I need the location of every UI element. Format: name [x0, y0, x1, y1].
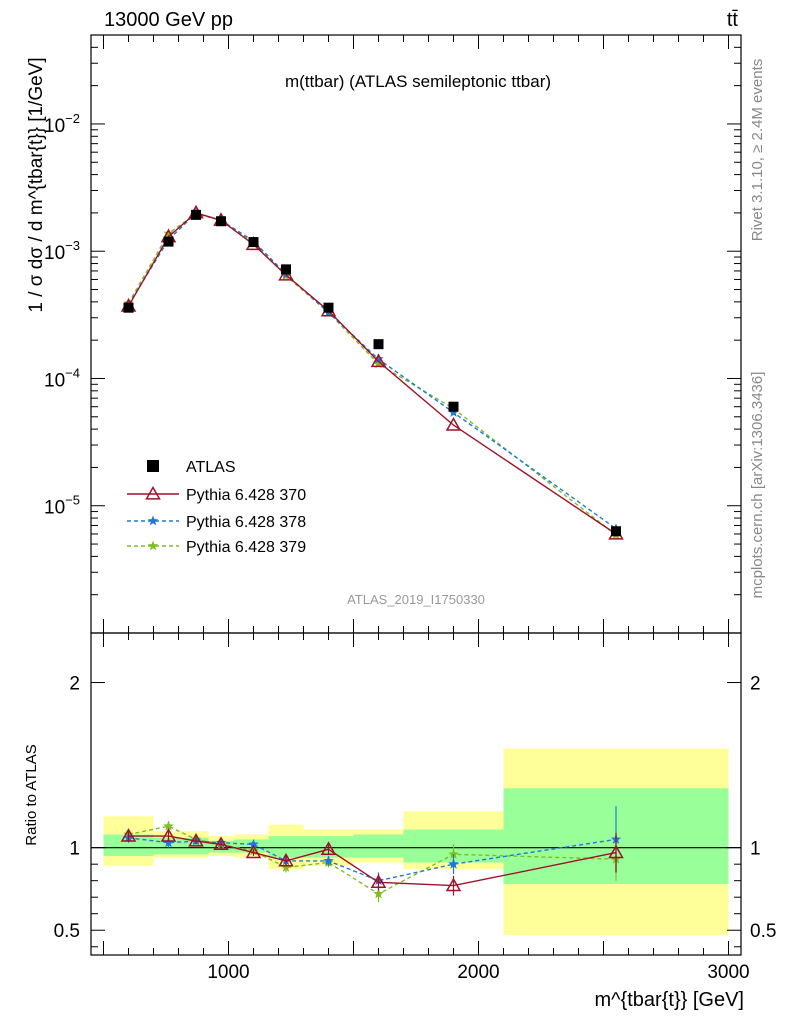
ratio-band-inner	[103, 834, 154, 856]
ratio-point-star	[163, 837, 174, 848]
header-process-label: tt̄	[727, 9, 739, 31]
ratio-point-370	[370, 874, 387, 888]
legend-marker-370	[145, 485, 161, 500]
chart-title: m(ttbar) (ATLAS semileptonic ttbar)	[285, 72, 551, 91]
ratio-point-star	[448, 858, 459, 869]
series-378-point	[373, 353, 384, 364]
y-tick-label: 10−2	[44, 111, 80, 137]
legend-label: ATLAS	[186, 459, 236, 476]
legend-label: Pythia 6.428 379	[186, 539, 306, 556]
series-line-2	[127, 212, 617, 530]
series-378-point	[448, 407, 459, 417]
ratio-y-tick-label-right: 1	[750, 839, 761, 860]
series-379-point	[373, 358, 384, 369]
series-370-point	[370, 353, 387, 368]
ratio-y-tick-label: 0.5	[54, 921, 80, 942]
ratio-line	[128, 837, 617, 882]
atlas-data-point	[123, 302, 134, 313]
x-tick-label: 3000	[707, 962, 749, 983]
mcplots-label: mcplots.cern.ch [arXiv:1306.3436]	[749, 372, 766, 599]
ratio-panel: Ratio to ATLAS m^{tbar{t}} [GeV] 0.5 0.5 1…	[23, 632, 776, 1011]
ratio-y-tick-label: 2	[69, 674, 80, 695]
analysis-id-label: ATLAS_2019_I1750330	[347, 592, 485, 607]
legend-label: Pythia 6.428 378	[186, 514, 306, 531]
ratio-line	[128, 825, 617, 895]
atlas-data-point	[611, 526, 621, 537]
ratio-point-star	[323, 855, 334, 866]
ratio-point-370	[245, 844, 262, 859]
atlas-data-point	[216, 216, 226, 227]
legend: ATLAS Pythia 6.428 370 Pythia 6.428 378 Pyt…	[127, 459, 306, 556]
series-370-point	[445, 417, 462, 431]
x-tick-label: 1000	[207, 962, 249, 983]
legend-label: Pythia 6.428 370	[186, 487, 306, 504]
ratio-point-370	[120, 828, 137, 842]
atlas-data-point	[191, 209, 201, 220]
ratio-band-inner	[268, 836, 304, 858]
ratio-point-370	[213, 836, 229, 850]
ratio-point-star	[373, 888, 384, 899]
atlas-data-point	[281, 264, 291, 275]
y-tick-label: 10−4	[44, 365, 80, 391]
ratio-y-tick-label-right: 0.5	[750, 921, 776, 942]
ratio-band-inner	[353, 834, 404, 858]
ratio-point-370	[160, 828, 177, 842]
header-energy-label: 13000 GeV pp	[104, 9, 233, 31]
ratio-point-370	[278, 852, 294, 867]
x-axis-label: m^{tbar{t}} [GeV]	[595, 989, 744, 1011]
legend-marker-atlas	[147, 460, 159, 472]
ratio-y-tick-label-right: 2	[750, 674, 761, 695]
rivet-label: Rivet 3.1.10, ≥ 2.4M events	[749, 59, 766, 242]
main-panel: m(ttbar) (ATLAS semileptonic ttbar) ATLA…	[26, 34, 742, 955]
ratio-frame	[90, 632, 742, 956]
main-y-axis-label: 1 / σ dσ / d m^{tbar{t}} [1/GeV]	[26, 57, 47, 312]
ratio-line	[128, 835, 617, 887]
ratio-point-star	[248, 838, 259, 849]
atlas-data-point	[323, 302, 334, 313]
ratio-point-star	[448, 848, 459, 859]
y-tick-label: 10−3	[44, 238, 80, 264]
atlas-data-point	[448, 401, 459, 412]
legend-marker-star	[147, 540, 159, 551]
x-tick-label: 2000	[457, 962, 499, 983]
ratio-y-tick-label: 1	[69, 839, 80, 860]
series-379-point	[163, 227, 174, 238]
ratio-point-star	[163, 820, 174, 831]
series-line-1	[127, 212, 617, 535]
ratio-point-370	[445, 877, 462, 892]
ratio-point-370	[320, 841, 337, 855]
atlas-data-point	[248, 237, 259, 248]
legend-marker-star	[147, 515, 159, 526]
atlas-data-point	[163, 236, 174, 247]
ratio-point-370	[188, 833, 204, 847]
ratio-point-star	[280, 862, 292, 872]
ratio-point-370	[608, 844, 624, 859]
atlas-data-point	[373, 339, 384, 350]
y-tick-label: 10−5	[44, 493, 80, 519]
ratio-y-axis-label: Ratio to ATLAS	[23, 744, 40, 845]
